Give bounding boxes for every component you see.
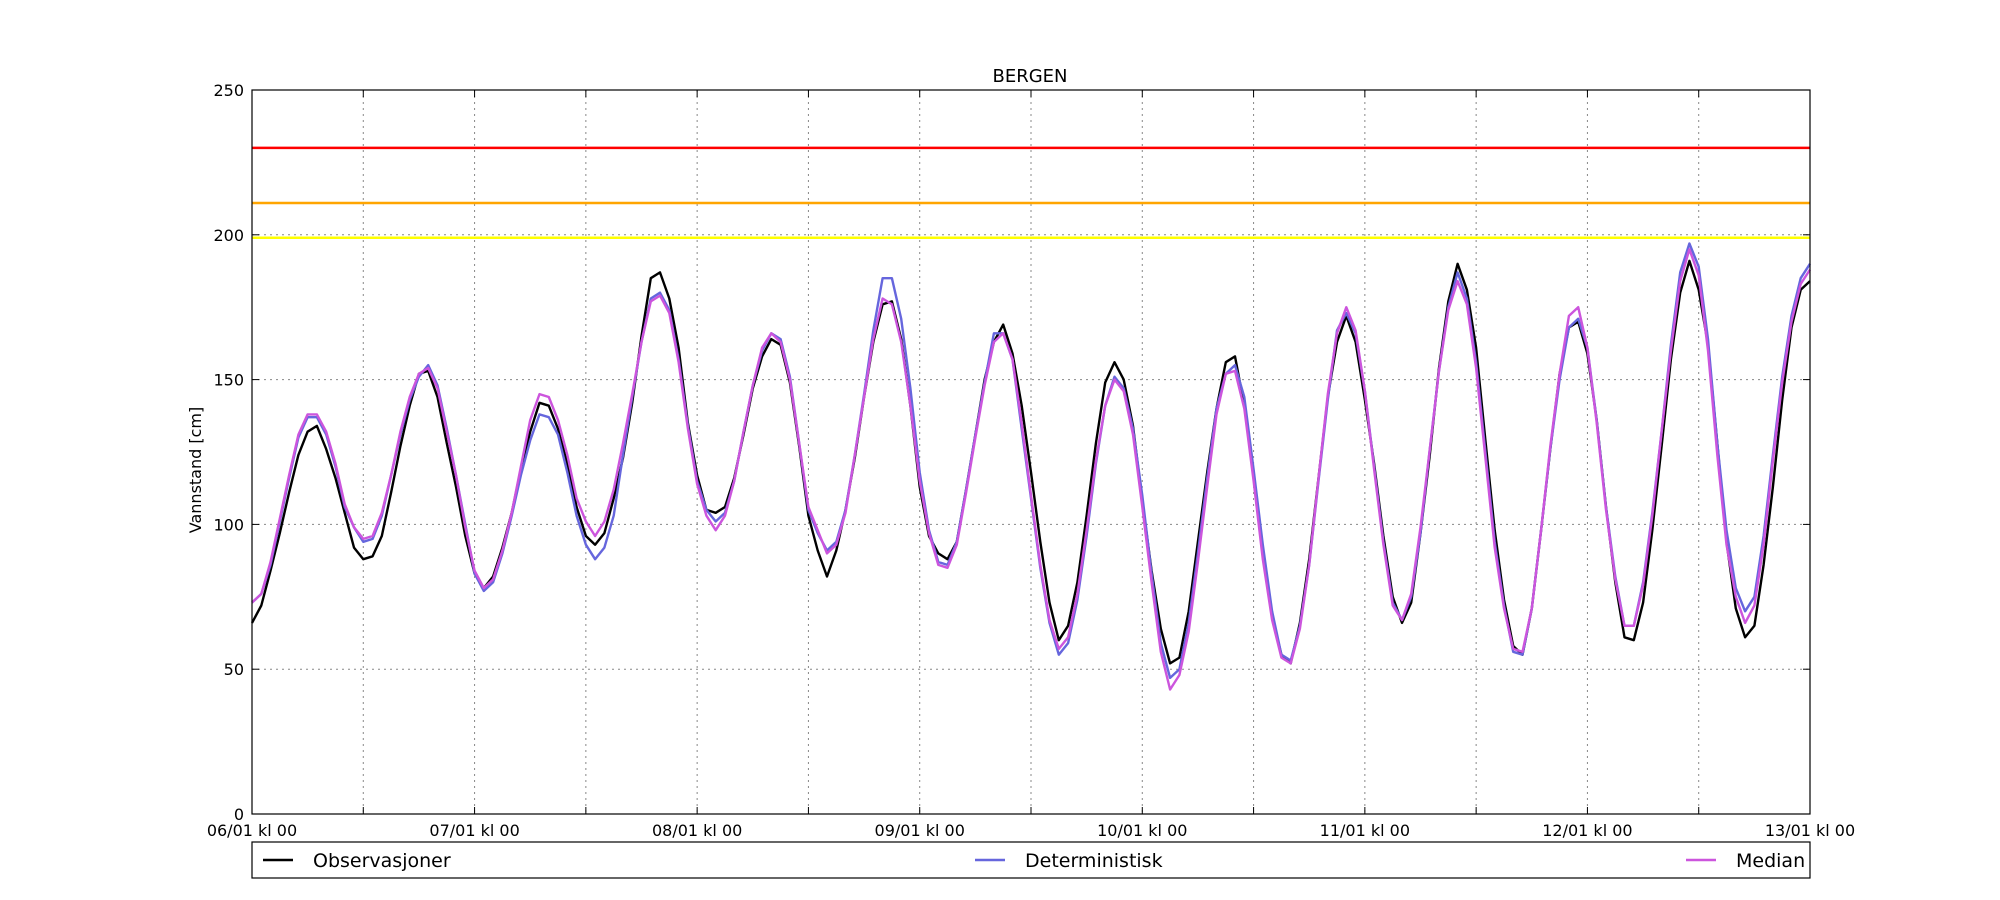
y-tick-label: 100 [213, 515, 244, 534]
series-layer [250, 242, 1812, 691]
chart-title: BERGEN [992, 66, 1067, 87]
legend-label: Observasjoner [313, 850, 451, 872]
y-tick-label: 150 [213, 371, 244, 390]
y-tick-label: 0 [234, 805, 244, 824]
x-tick-label: 10/01 kl 00 [1097, 821, 1187, 840]
legend-frame [251, 841, 1811, 879]
x-tick-label: 13/01 kl 00 [1765, 821, 1855, 840]
x-tick-label: 06/01 kl 00 [207, 821, 297, 840]
y-axis-title: Vannstand [cm] [186, 407, 205, 533]
x-tick-label: 09/01 kl 00 [875, 821, 965, 840]
y-tick-label: 250 [213, 81, 244, 100]
y-tick-label: 200 [213, 226, 244, 245]
series-line-median [251, 248, 1812, 691]
x-tick-label: 07/01 kl 00 [429, 821, 519, 840]
legend-label: Median [1736, 850, 1805, 872]
grid-layer [252, 90, 1810, 814]
legend: Observasjoner Deterministisk Median [251, 841, 1811, 879]
x-tick-label: 08/01 kl 00 [652, 821, 742, 840]
legend-label: Deterministisk [1025, 850, 1163, 872]
y-tick-label: 50 [224, 660, 244, 679]
tick-layer: 0 50 100 150 200 250 06/01 kl 00 07/01 kl 00 08/… [207, 81, 1855, 840]
x-tick-label: 11/01 kl 00 [1320, 821, 1410, 840]
x-tick-label: 12/01 kl 00 [1542, 821, 1632, 840]
threshold-layer [252, 146, 1810, 239]
